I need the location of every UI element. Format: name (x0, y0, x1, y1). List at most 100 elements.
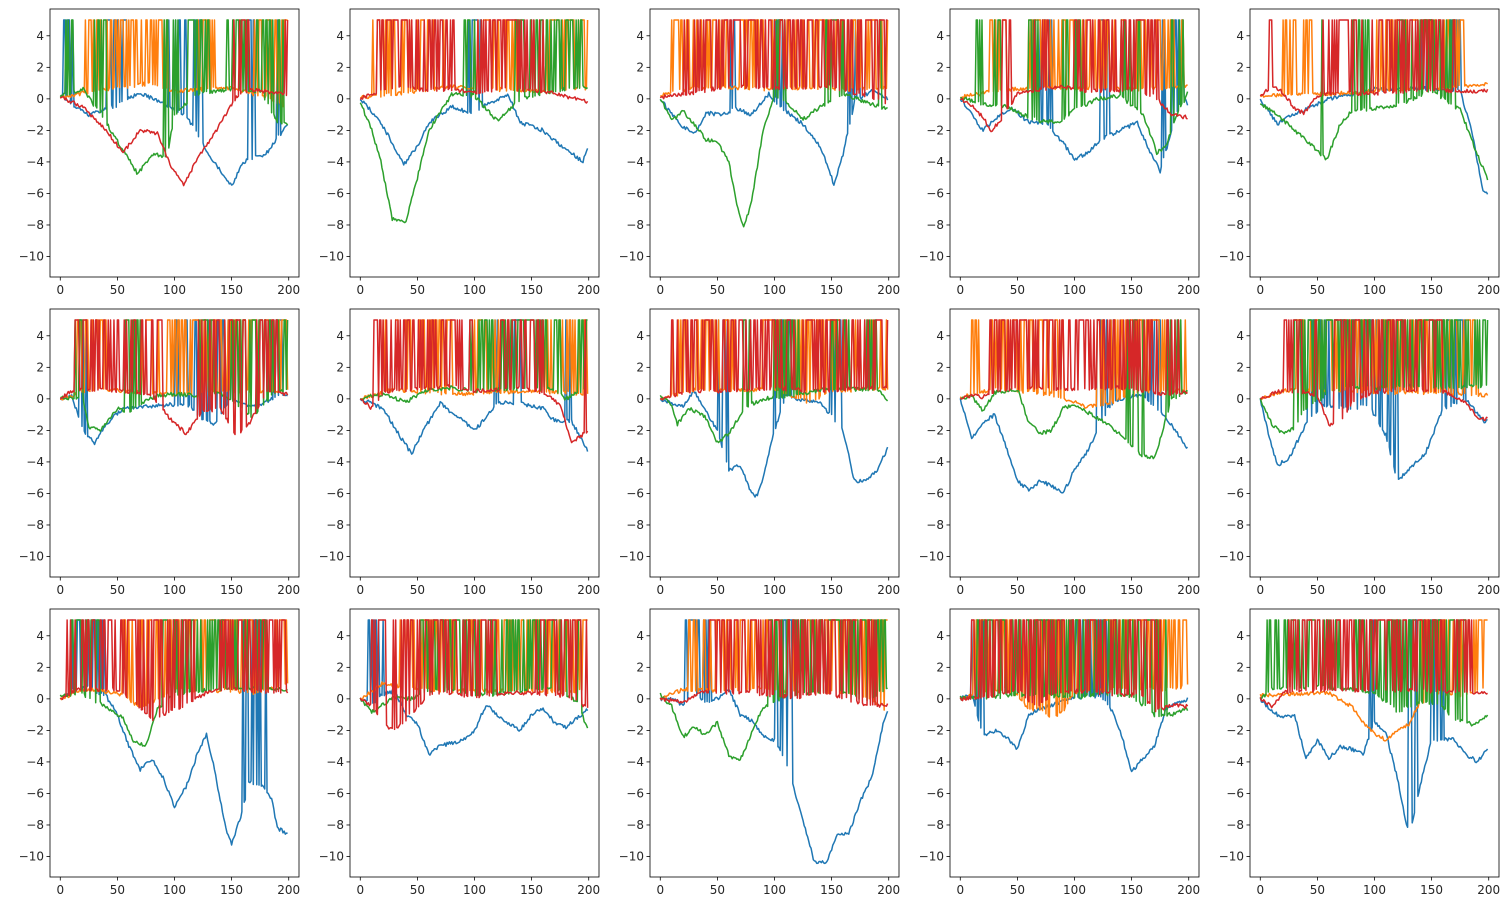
y-tick-label: 0 (1236, 692, 1244, 706)
x-tick-label: 50 (710, 283, 725, 297)
series-line-4 (960, 19, 1188, 133)
y-tick-label: −10 (19, 850, 44, 864)
series-line-3 (59, 19, 289, 175)
y-tick-label: 4 (36, 29, 44, 43)
y-tick-label: 2 (636, 660, 644, 674)
x-tick-label: 0 (1256, 283, 1264, 297)
x-tick-label: 0 (656, 583, 664, 597)
y-tick-label: −10 (919, 850, 944, 864)
y-tick-label: −8 (626, 818, 644, 832)
y-tick-label: 2 (336, 60, 344, 74)
y-tick-label: 2 (936, 360, 944, 374)
y-tick-label: 4 (636, 329, 644, 343)
y-tick-label: 2 (336, 660, 344, 674)
x-tick-label: 200 (877, 583, 900, 597)
x-tick-label: 50 (1010, 583, 1025, 597)
x-tick-label: 150 (1420, 883, 1443, 897)
y-tick-label: −4 (626, 155, 644, 169)
series-line-4 (359, 19, 589, 104)
x-tick-label: 150 (520, 583, 543, 597)
plot-area (1259, 619, 1489, 829)
y-tick-label: −4 (26, 455, 44, 469)
y-tick-label: −8 (326, 218, 344, 232)
y-tick-label: −8 (926, 818, 944, 832)
x-tick-label: 150 (1120, 283, 1143, 297)
x-tick-label: 50 (410, 583, 425, 597)
y-tick-label: 2 (1236, 660, 1244, 674)
subplot-12: 0 50 100 150 200 −10 −8 −6 −4 −2 0 2 4 (319, 608, 600, 897)
plot-area (359, 19, 589, 224)
plot-area (659, 319, 889, 498)
y-tick-label: 4 (936, 29, 944, 43)
y-tick-label: −2 (1226, 723, 1244, 737)
subplot-4: 0 50 100 150 200 −10 −8 −6 −4 −2 0 2 4 (919, 8, 1200, 297)
y-tick-label: 2 (36, 60, 44, 74)
x-tick-label: 0 (56, 283, 64, 297)
x-tick-label: 100 (163, 283, 186, 297)
y-tick-label: 0 (636, 92, 644, 106)
y-tick-label: −6 (1226, 186, 1244, 200)
y-tick-label: 0 (336, 692, 344, 706)
x-tick-label: 100 (163, 883, 186, 897)
x-tick-label: 200 (277, 883, 300, 897)
y-tick-label: −6 (26, 486, 44, 500)
series-line-4 (359, 319, 589, 444)
y-tick-label: −2 (626, 123, 644, 137)
y-tick-label: 2 (36, 360, 44, 374)
y-tick-label: 2 (1236, 360, 1244, 374)
y-tick-label: −10 (319, 850, 344, 864)
x-tick-label: 0 (956, 583, 964, 597)
x-tick-label: 100 (763, 883, 786, 897)
x-tick-label: 100 (463, 883, 486, 897)
x-tick-label: 0 (656, 883, 664, 897)
y-tick-label: 2 (336, 360, 344, 374)
y-tick-label: −8 (26, 818, 44, 832)
y-tick-label: −4 (926, 455, 944, 469)
x-tick-label: 50 (1310, 883, 1325, 897)
y-tick-label: −6 (626, 486, 644, 500)
y-tick-label: 4 (636, 29, 644, 43)
series-line-4 (659, 19, 888, 105)
x-tick-label: 50 (710, 883, 725, 897)
y-tick-label: −2 (326, 423, 344, 437)
x-tick-label: 200 (577, 583, 600, 597)
x-tick-label: 100 (763, 583, 786, 597)
y-tick-label: −4 (1226, 455, 1244, 469)
y-tick-label: −4 (326, 755, 344, 769)
series-line-4 (660, 319, 889, 401)
x-tick-label: 200 (877, 883, 900, 897)
y-tick-label: −4 (1226, 155, 1244, 169)
y-tick-label: −6 (326, 786, 344, 800)
y-tick-label: 2 (936, 60, 944, 74)
y-tick-label: 0 (36, 92, 44, 106)
y-tick-label: −10 (619, 850, 644, 864)
y-tick-label: −10 (19, 550, 44, 564)
x-tick-label: 150 (820, 283, 843, 297)
y-tick-label: −2 (926, 723, 944, 737)
y-tick-label: 0 (1236, 92, 1244, 106)
series-line-2 (1259, 319, 1489, 401)
x-tick-label: 0 (1256, 883, 1264, 897)
series-line-1 (959, 19, 1189, 174)
x-tick-label: 200 (277, 583, 300, 597)
x-tick-label: 50 (110, 583, 125, 597)
series-line-3 (960, 19, 1189, 156)
y-tick-label: −2 (326, 123, 344, 137)
plot-area (359, 619, 589, 756)
y-tick-label: 0 (936, 392, 944, 406)
x-tick-label: 200 (1177, 883, 1200, 897)
x-tick-label: 200 (277, 283, 300, 297)
x-tick-label: 0 (956, 283, 964, 297)
series-line-1 (659, 619, 889, 865)
y-tick-label: −2 (326, 723, 344, 737)
series-line-4 (59, 619, 289, 722)
y-tick-label: −8 (626, 218, 644, 232)
x-tick-label: 200 (1177, 283, 1200, 297)
y-tick-label: 4 (36, 629, 44, 643)
y-tick-label: 4 (936, 629, 944, 643)
y-tick-label: −2 (26, 723, 44, 737)
x-tick-label: 0 (356, 583, 364, 597)
y-tick-label: −2 (26, 123, 44, 137)
y-tick-label: −8 (1226, 818, 1244, 832)
